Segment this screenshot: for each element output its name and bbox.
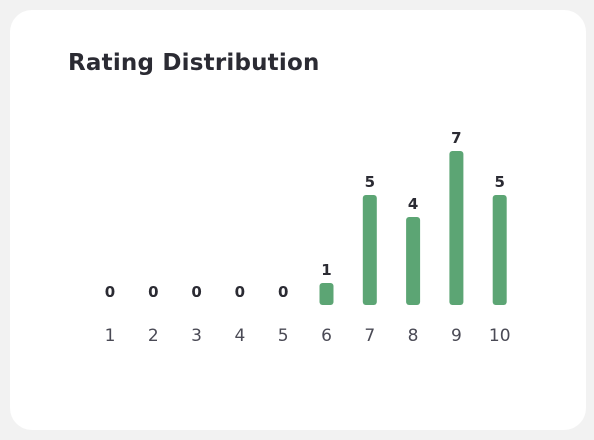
tick-label-rating-6: 6 [321,326,332,346]
card-title: Rating Distribution [68,50,320,76]
tick-label-rating-1: 1 [105,326,116,346]
bar-rating-7 [362,195,377,305]
count-label-rating-6: 1 [321,261,331,279]
bar-rating-6 [319,283,334,305]
tick-label-rating-2: 2 [148,326,159,346]
count-label-rating-9: 7 [451,129,461,147]
count-label-rating-7: 5 [365,173,375,191]
rating-distribution-card: Rating Distribution [10,10,586,430]
bar-rating-10 [492,195,507,305]
tick-label-rating-8: 8 [408,326,419,346]
count-label-rating-4: 0 [235,283,245,301]
count-label-rating-3: 0 [191,283,201,301]
tick-label-rating-5: 5 [278,326,289,346]
count-label-rating-8: 4 [408,195,418,213]
count-label-rating-5: 0 [278,283,288,301]
bar-rating-8 [406,217,421,305]
count-label-rating-10: 5 [494,173,504,191]
count-label-rating-1: 0 [105,283,115,301]
tick-label-rating-10: 10 [489,326,511,346]
tick-label-rating-4: 4 [234,326,245,346]
bars-layer [319,151,507,305]
tick-labels-layer: 1 2 3 4 5 6 7 8 9 10 [105,326,511,346]
tick-label-rating-3: 3 [191,326,202,346]
bar-rating-9 [449,151,464,305]
count-label-rating-2: 0 [148,283,158,301]
count-labels-layer: 0 0 0 0 0 1 5 4 7 5 [105,129,505,301]
tick-label-rating-9: 9 [451,326,462,346]
tick-label-rating-7: 7 [364,326,375,346]
